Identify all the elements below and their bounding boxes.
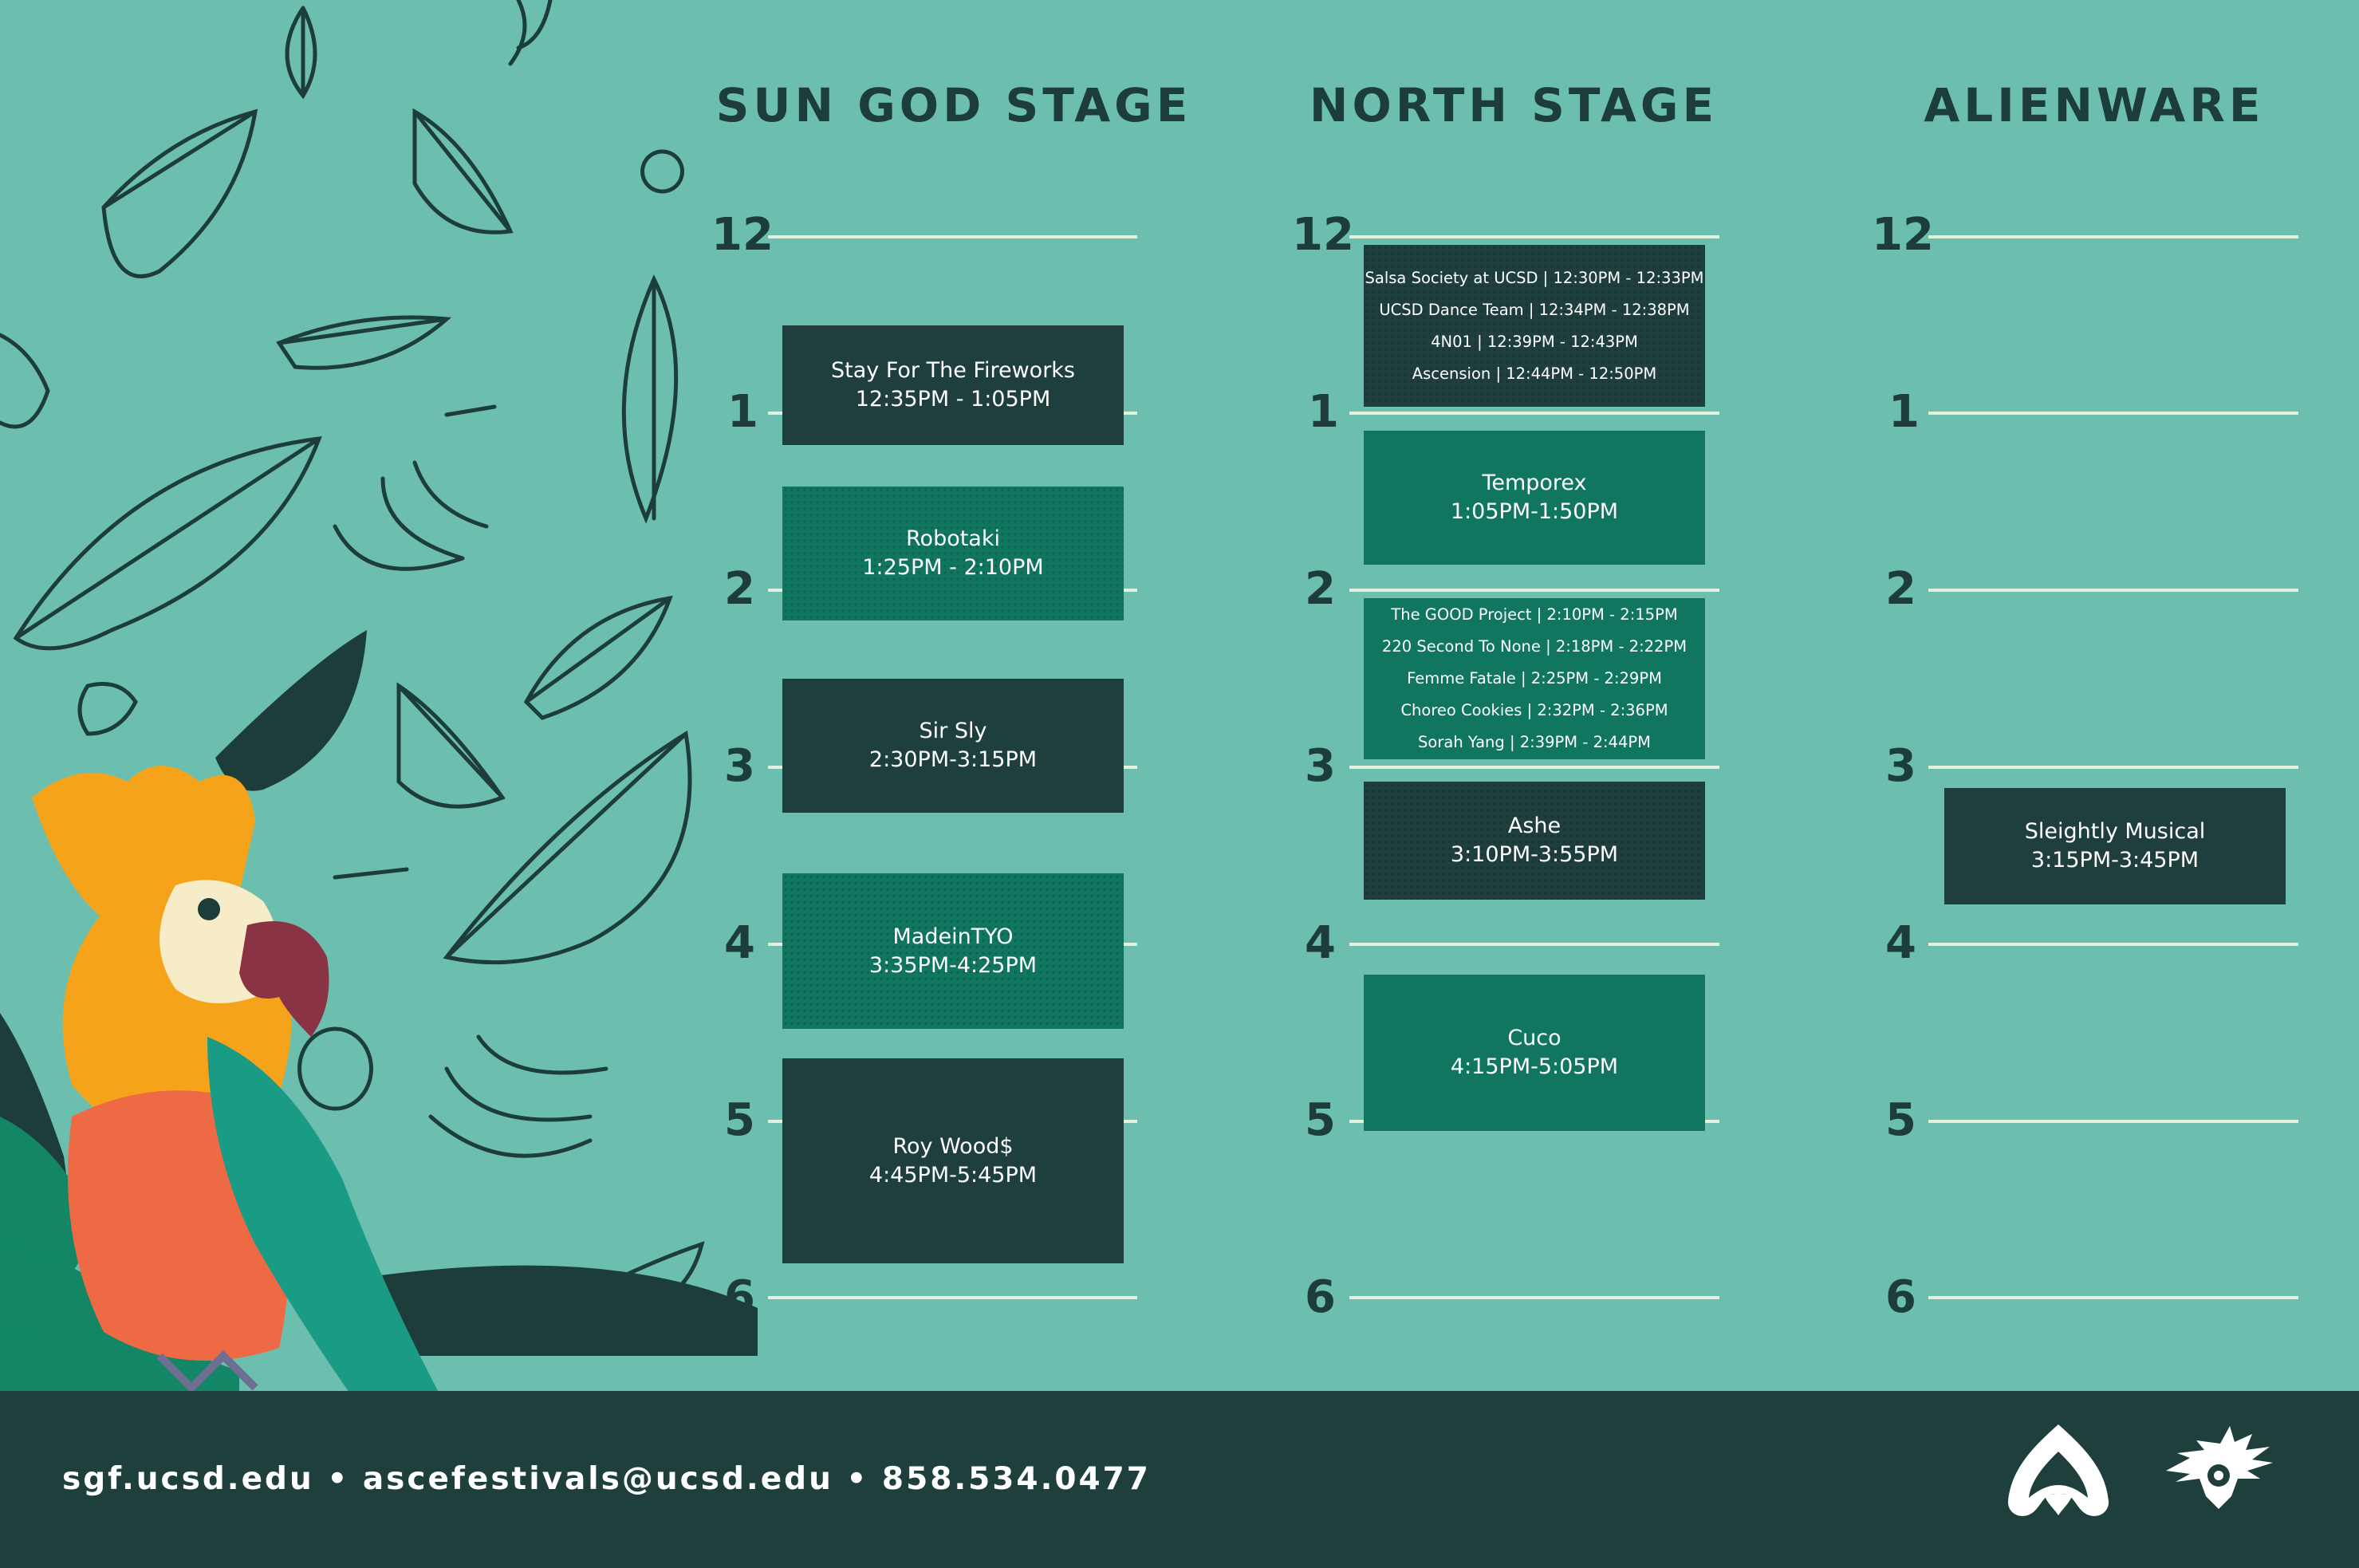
performance-time: 3:15PM-3:45PM [2030,848,2200,873]
performer-name: Sir Sly [919,719,987,743]
hour-label: 12 [711,209,774,261]
performance-slot: Sir Sly 2:30PM-3:15PM [782,679,1124,813]
performance-slot: Roy Wood$ 4:45PM-5:45PM [782,1058,1124,1263]
hour-label: 6 [724,1271,755,1323]
performance-slot: Ashe 3:10PM-3:55PM [1364,782,1705,900]
performance-slot: Robotaki 1:25PM - 2:10PM [782,487,1124,621]
group-performance-line: Salsa Society at UCSD | 12:30PM - 12:33P… [1365,268,1704,287]
hour-line [1349,589,1719,592]
hour-line [1349,412,1719,415]
hour-label: 5 [724,1094,755,1146]
performer-name: Sleightly Musical [2024,819,2206,844]
hour-label: 1 [727,386,758,438]
group-performance-line: Sorah Yang | 2:39PM - 2:44PM [1418,733,1651,751]
hour-label: 4 [724,917,755,969]
group-performance-line: 220 Second To None | 2:18PM - 2:22PM [1381,637,1688,656]
group-performance-line: 4N01 | 12:39PM - 12:43PM [1431,332,1638,351]
hour-label: 5 [1305,1094,1336,1146]
hour-label: 4 [1305,917,1336,969]
performer-name: Cuco [1507,1026,1562,1050]
hour-line [1928,589,2298,592]
group-performance-line: UCSD Dance Team | 12:34PM - 12:38PM [1379,300,1690,319]
hour-line [1928,235,2298,238]
hour-line [1928,943,2298,946]
parrot-icon [32,766,471,1483]
leaf-sketches [0,0,705,1318]
sun-god-stage-title: SUN GOD STAGE [715,78,1192,132]
hour-label: 6 [1885,1271,1916,1323]
group-performance-line: Femme Fatale | 2:25PM - 2:29PM [1407,669,1662,687]
group-performance-line: Choreo Cookies | 2:32PM - 2:36PM [1400,701,1668,719]
group-performance-line: Ascension | 12:44PM - 12:50PM [1412,364,1657,383]
hour-line [768,235,1137,238]
hour-label: 3 [724,740,755,792]
hour-line [1349,766,1719,769]
hour-label: 2 [724,563,755,615]
performance-slot: Stay For The Fireworks 12:35PM - 1:05PM [782,325,1124,445]
hour-line [1349,943,1719,946]
performance-time: 1:25PM - 2:10PM [862,555,1044,580]
performance-time: 12:35PM - 1:05PM [855,387,1051,412]
performance-time: 4:45PM-5:45PM [868,1162,1038,1188]
hour-label: 5 [1885,1094,1916,1146]
performance-slot: Temporex 1:05PM-1:50PM [1364,431,1705,565]
performer-name: Temporex [1482,471,1587,495]
north-stage-title: NORTH STAGE [1309,78,1719,132]
performance-slot: Sleightly Musical 3:15PM-3:45PM [1944,788,2286,904]
performance-slot: Cuco 4:15PM-5:05PM [1364,975,1705,1131]
performance-time: 4:15PM-5:05PM [1450,1054,1619,1079]
hour-line [1349,1296,1719,1299]
performance-time: 3:10PM-3:55PM [1450,842,1619,867]
group-performance-line: The GOOD Project | 2:10PM - 2:15PM [1391,605,1678,624]
sun-god-festival-logo-icon [2166,1426,2273,1509]
performer-name: Robotaki [906,526,1000,551]
contact-info: sgf.ucsd.edu • ascefestivals@ucsd.edu • … [62,1461,1151,1497]
performance-time: 2:30PM-3:15PM [868,747,1038,772]
asce-logo-icon [2007,1424,2109,1516]
hour-label: 6 [1305,1271,1336,1323]
performance-group-slot: The GOOD Project | 2:10PM - 2:15PM 220 S… [1364,598,1705,759]
hour-label: 12 [1292,209,1354,261]
hour-line [1928,412,2298,415]
alienware-stage-title: ALIENWARE [1924,78,2265,132]
hour-label: 4 [1885,917,1916,969]
performance-group-slot: Salsa Society at UCSD | 12:30PM - 12:33P… [1364,245,1705,407]
hour-line [1928,766,2298,769]
hour-label: 1 [1888,386,1920,438]
hour-label: 2 [1885,563,1916,615]
performance-slot: MadeinTYO 3:35PM-4:25PM [782,873,1124,1029]
hour-line [1928,1120,2298,1123]
hour-line [1349,235,1719,238]
hour-label: 2 [1305,563,1336,615]
hour-label: 1 [1308,386,1339,438]
hour-label: 3 [1305,740,1336,792]
hour-line [1928,1296,2298,1299]
performer-name: Roy Wood$ [892,1133,1014,1159]
performance-time: 3:35PM-4:25PM [868,952,1038,978]
performance-time: 1:05PM-1:50PM [1450,499,1619,524]
footer-bar [0,1391,2359,1568]
performer-name: Ashe [1507,814,1562,838]
performer-name: MadeinTYO [892,924,1014,949]
hour-label: 3 [1885,740,1916,792]
hour-label: 12 [1872,209,1934,261]
hour-line [768,1296,1137,1299]
performer-name: Stay For The Fireworks [831,358,1075,383]
